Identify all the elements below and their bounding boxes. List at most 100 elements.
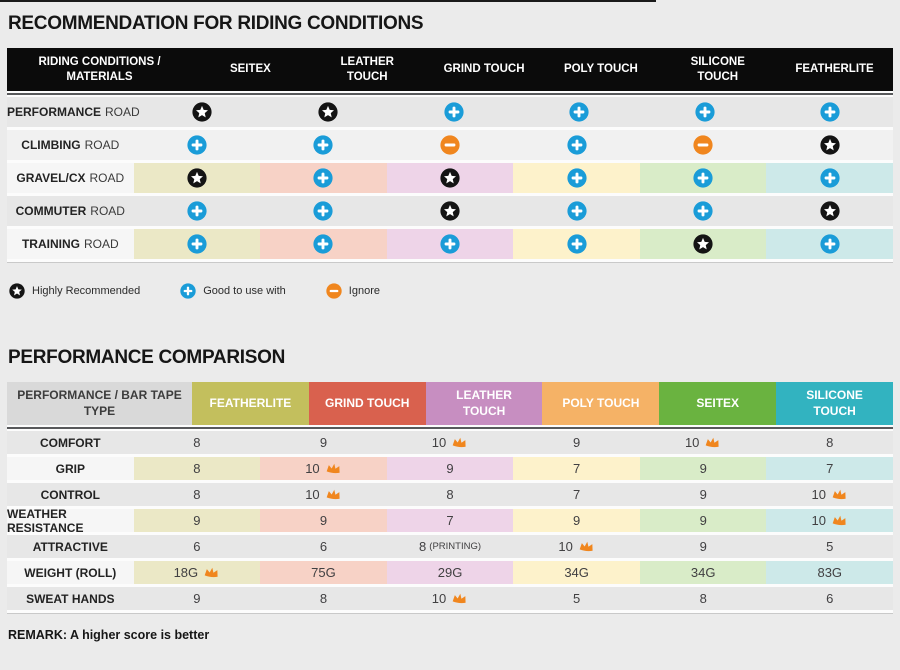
- score-value: 83G: [817, 565, 843, 580]
- crown-icon: [831, 488, 848, 501]
- plus-icon: [443, 102, 464, 122]
- riding-rating-cell: [513, 229, 640, 259]
- riding-row-label: TRAINING ROAD: [7, 229, 134, 259]
- performance-table-body: COMFORT 8 9 10 9 10 8 GRIP 8 10 9 7 9 7 CONTROL 8 10 8 7 9 1…: [7, 431, 894, 614]
- riding-header-col: FEATHERLITE: [795, 63, 874, 76]
- riding-rating-cell: [766, 130, 894, 160]
- performance-score-cell: 5: [513, 587, 640, 610]
- performance-header-col: FEATHERLITE: [192, 382, 309, 425]
- riding-rating-cell: [386, 196, 514, 226]
- riding-row-label-rest: ROAD: [90, 204, 125, 218]
- score-value: 34G: [564, 565, 589, 580]
- performance-header-col: SILICONE TOUCH: [776, 382, 893, 425]
- crown-icon: [325, 462, 342, 475]
- riding-table-body: PERFORMANCE ROAD CLIMBING ROAD GRAVEL/CX ROAD…: [7, 97, 894, 263]
- performance-table-row: WEIGHT (ROLL) 18G 75G 29G 34G 34G 83G: [7, 561, 894, 584]
- riding-rating-cell: [639, 196, 767, 226]
- performance-row-label: WEIGHT (ROLL): [7, 561, 134, 584]
- performance-table-row: COMFORT 8 9 10 9 10 8: [7, 431, 894, 454]
- score-value: 6: [193, 539, 201, 554]
- plus-icon: [566, 201, 587, 221]
- performance-header-separator: [7, 427, 893, 429]
- plus-icon: [695, 102, 715, 122]
- score-value: 8: [826, 435, 834, 450]
- score-value: 18G: [173, 565, 199, 580]
- plus-icon: [313, 234, 334, 254]
- performance-score-cell: 9: [639, 457, 767, 480]
- ignore-icon: [693, 135, 713, 155]
- riding-rating-cell: [133, 163, 261, 193]
- star-icon: [187, 168, 207, 188]
- plus-icon: [820, 102, 840, 122]
- riding-rating-cell: [641, 97, 768, 127]
- plus-icon: [187, 201, 207, 221]
- riding-rating-cell: [516, 97, 642, 127]
- performance-row-label: ATTRACTIVE: [7, 535, 134, 558]
- header-gap: [7, 425, 893, 427]
- crown-icon: [325, 488, 342, 501]
- riding-header-label-col: RIDING CONDITIONS / MATERIALS: [38, 55, 161, 83]
- riding-row-label: GRAVEL/CX ROAD: [7, 163, 134, 193]
- riding-row-label: CLIMBING ROAD: [7, 130, 134, 160]
- performance-score-cell: 8 (PRINTING): [386, 535, 514, 558]
- score-value: 6: [319, 539, 328, 554]
- performance-score-cell: 5: [766, 535, 894, 558]
- performance-score-cell: 9: [133, 509, 261, 532]
- performance-header-col: LEATHER TOUCH: [425, 382, 543, 425]
- score-value: 8: [319, 591, 328, 606]
- riding-rating-cell: [133, 130, 261, 160]
- score-value: 7: [572, 487, 581, 502]
- score-value: 7: [446, 513, 454, 528]
- crown-icon: [451, 592, 468, 605]
- performance-row-label: COMFORT: [7, 431, 134, 454]
- star-icon: [192, 102, 213, 122]
- riding-row-label-bold: CLIMBING: [21, 138, 81, 152]
- performance-score-cell: 75G: [260, 561, 387, 584]
- score-value: 9: [319, 513, 328, 528]
- plus-icon: [569, 102, 589, 122]
- riding-rating-cell: [639, 163, 767, 193]
- score-value: 9: [319, 435, 328, 450]
- score-value: 10: [431, 591, 447, 606]
- plus-icon: [820, 234, 840, 254]
- legend-label: Ignore: [348, 285, 380, 297]
- riding-rating-cell: [390, 97, 517, 127]
- riding-conditions-table: RIDING CONDITIONS / MATERIALS SEITEX LEATH…: [7, 48, 894, 263]
- performance-header-col: GRIND TOUCH: [308, 382, 426, 425]
- plus-icon: [313, 168, 334, 188]
- performance-header-col: SEITEX: [659, 382, 777, 425]
- performance-header-label-col: PERFORMANCE / BAR TAPE TYPE: [7, 382, 192, 425]
- performance-score-cell: 8: [133, 457, 261, 480]
- performance-score-cell: 8: [639, 587, 767, 610]
- star-icon: [820, 135, 840, 155]
- performance-score-cell: 29G: [386, 561, 514, 584]
- score-value: 9: [699, 513, 707, 528]
- riding-rating-cell: [133, 196, 261, 226]
- score-value: 7: [826, 461, 834, 476]
- plus-icon: [566, 168, 587, 188]
- performance-score-cell: 10: [513, 535, 640, 558]
- performance-table-row: SWEAT HANDS 9 8 10 5 8 6: [7, 587, 894, 610]
- performance-score-cell: 34G: [639, 561, 767, 584]
- performance-score-cell: 83G: [766, 561, 894, 584]
- performance-table-row: GRIP 8 10 9 7 9 7: [7, 457, 894, 480]
- performance-table-row: CONTROL 8 10 8 7 9 10: [7, 483, 894, 506]
- page: RECOMMENDATION FOR RIDING CONDITIONS RID…: [7, 13, 894, 642]
- performance-score-cell: 8: [260, 587, 387, 610]
- icon-legend: Highly Recommended Good to use with Ignore: [9, 283, 891, 299]
- performance-score-cell: 8: [766, 431, 894, 454]
- performance-score-cell: 10: [386, 431, 514, 454]
- crown-icon: [831, 514, 848, 527]
- plus-icon: [313, 201, 334, 221]
- riding-header-col: SILICONE TOUCH: [690, 55, 745, 83]
- performance-score-cell: 6: [766, 587, 894, 610]
- riding-row-label-bold: COMMUTER: [15, 204, 87, 218]
- riding-table-header: RIDING CONDITIONS / MATERIALS SEITEX LEATH…: [7, 48, 893, 91]
- legend-item: Good to use with: [180, 283, 286, 299]
- star-icon: [440, 168, 460, 188]
- score-value: 8: [699, 591, 707, 606]
- riding-table-row: TRAINING ROAD: [7, 229, 894, 259]
- riding-row-label-bold: GRAVEL/CX: [16, 171, 86, 185]
- crown-icon: [578, 540, 595, 553]
- legend-item: Ignore: [326, 283, 380, 299]
